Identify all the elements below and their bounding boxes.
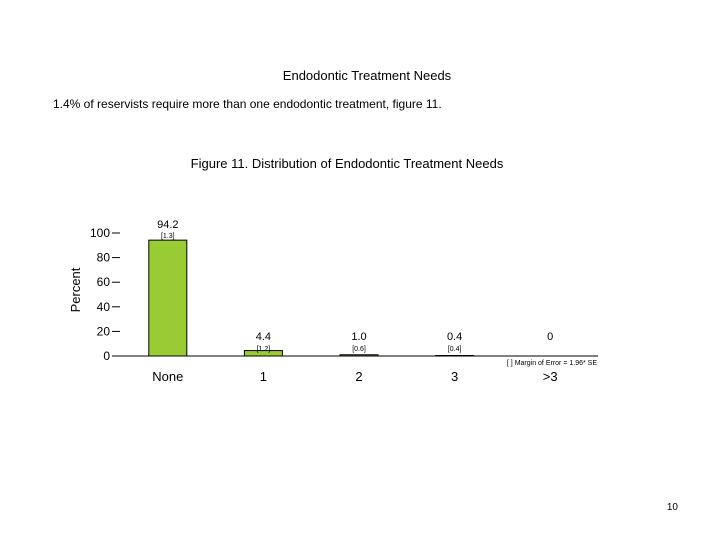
bar-value-label: 0.4 [447, 331, 462, 343]
y-tick-label: 0 [103, 349, 110, 363]
bar-value-label: 0 [547, 331, 553, 343]
x-tick-label: 1 [260, 369, 267, 384]
bar-value-label: 4.4 [256, 331, 271, 343]
y-tick-label: 40 [97, 300, 111, 314]
margin-of-error-label: [1.3] [161, 233, 175, 240]
bar-value-label: 94.2 [157, 219, 178, 231]
bar [148, 239, 188, 357]
x-tick-label: >3 [543, 369, 558, 384]
page-title: Endodontic Treatment Needs [282, 68, 452, 83]
page-number: 10 [666, 502, 678, 513]
x-tick-label: 3 [451, 369, 458, 384]
y-tick-label: 100 [90, 226, 110, 240]
chart-title: Figure 11. Distribution of Endodontic Tr… [190, 156, 504, 171]
margin-of-error-label: [0.4] [448, 346, 462, 353]
y-axis-label: Percent [68, 267, 83, 312]
x-tick-label: None [152, 369, 183, 384]
y-tick-label: 60 [97, 275, 111, 289]
y-tick-label: 80 [97, 251, 111, 265]
bar-value-label: 1.0 [351, 331, 366, 343]
margin-of-error-label: [1.2] [257, 346, 271, 353]
margin-of-error-note: [ ] Margin of Error = 1.96* SE [507, 360, 597, 367]
page-subtitle: 1.4% of reservists require more than one… [53, 97, 442, 111]
x-tick-label: 2 [355, 369, 362, 384]
y-tick-label: 20 [97, 324, 111, 338]
margin-of-error-label: [0.6] [352, 346, 366, 353]
